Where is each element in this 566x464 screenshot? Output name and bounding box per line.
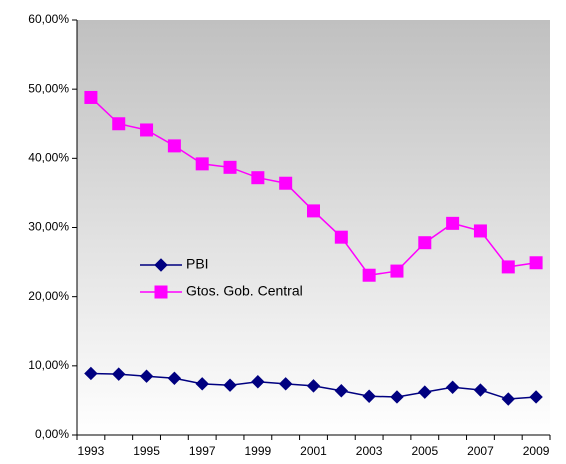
data-point (84, 366, 98, 381)
y-tick-label: 20,00% (28, 289, 69, 303)
x-tick-label: 1993 (78, 444, 105, 458)
legend-marker (154, 285, 168, 299)
y-tick-label: 0,00% (35, 427, 69, 441)
data-point (418, 385, 432, 399)
data-point (140, 123, 154, 137)
x-tick-label: 2005 (411, 444, 438, 458)
legend-label: PBI (186, 256, 209, 272)
x-tick-label: 1995 (133, 444, 160, 458)
data-point (390, 264, 404, 278)
data-point (223, 378, 237, 392)
data-point (418, 236, 432, 250)
data-point (112, 117, 126, 131)
data-point (307, 204, 320, 218)
y-tick-label: 10,00% (28, 358, 69, 372)
data-point (251, 375, 265, 389)
data-point (251, 171, 265, 185)
data-point (279, 176, 293, 190)
x-tick-label: 2007 (467, 444, 494, 458)
data-point (445, 380, 460, 394)
x-tick-label: 1997 (189, 444, 216, 458)
data-point (334, 384, 349, 398)
data-point (529, 390, 543, 404)
data-point (446, 216, 460, 230)
x-tick-label: 2001 (300, 444, 327, 458)
data-point (167, 371, 182, 385)
data-point (362, 268, 376, 282)
data-point (501, 392, 515, 406)
data-point (195, 377, 209, 391)
data-point (390, 390, 404, 404)
data-point (473, 224, 487, 238)
plot-area (77, 20, 550, 435)
data-point (306, 379, 321, 393)
data-point (334, 230, 348, 244)
data-point (278, 377, 293, 391)
y-tick-label: 30,00% (28, 220, 69, 234)
y-tick-label: 50,00% (28, 81, 69, 95)
data-point (529, 256, 543, 270)
data-point (139, 369, 154, 383)
x-tick-label: 2003 (356, 444, 383, 458)
data-point (501, 260, 515, 274)
data-point (112, 367, 126, 381)
data-point (473, 383, 488, 397)
y-tick-label: 60,00% (28, 12, 69, 26)
data-point (362, 389, 376, 403)
data-point (84, 90, 98, 104)
data-point (195, 157, 209, 171)
y-tick-label: 40,00% (28, 151, 69, 165)
x-tick-label: 1999 (245, 444, 272, 458)
legend-label: Gtos. Gob. Central (186, 283, 303, 299)
data-point (223, 160, 237, 174)
x-tick-label: 2009 (523, 444, 550, 458)
data-point (167, 139, 181, 153)
legend-marker (154, 258, 168, 272)
